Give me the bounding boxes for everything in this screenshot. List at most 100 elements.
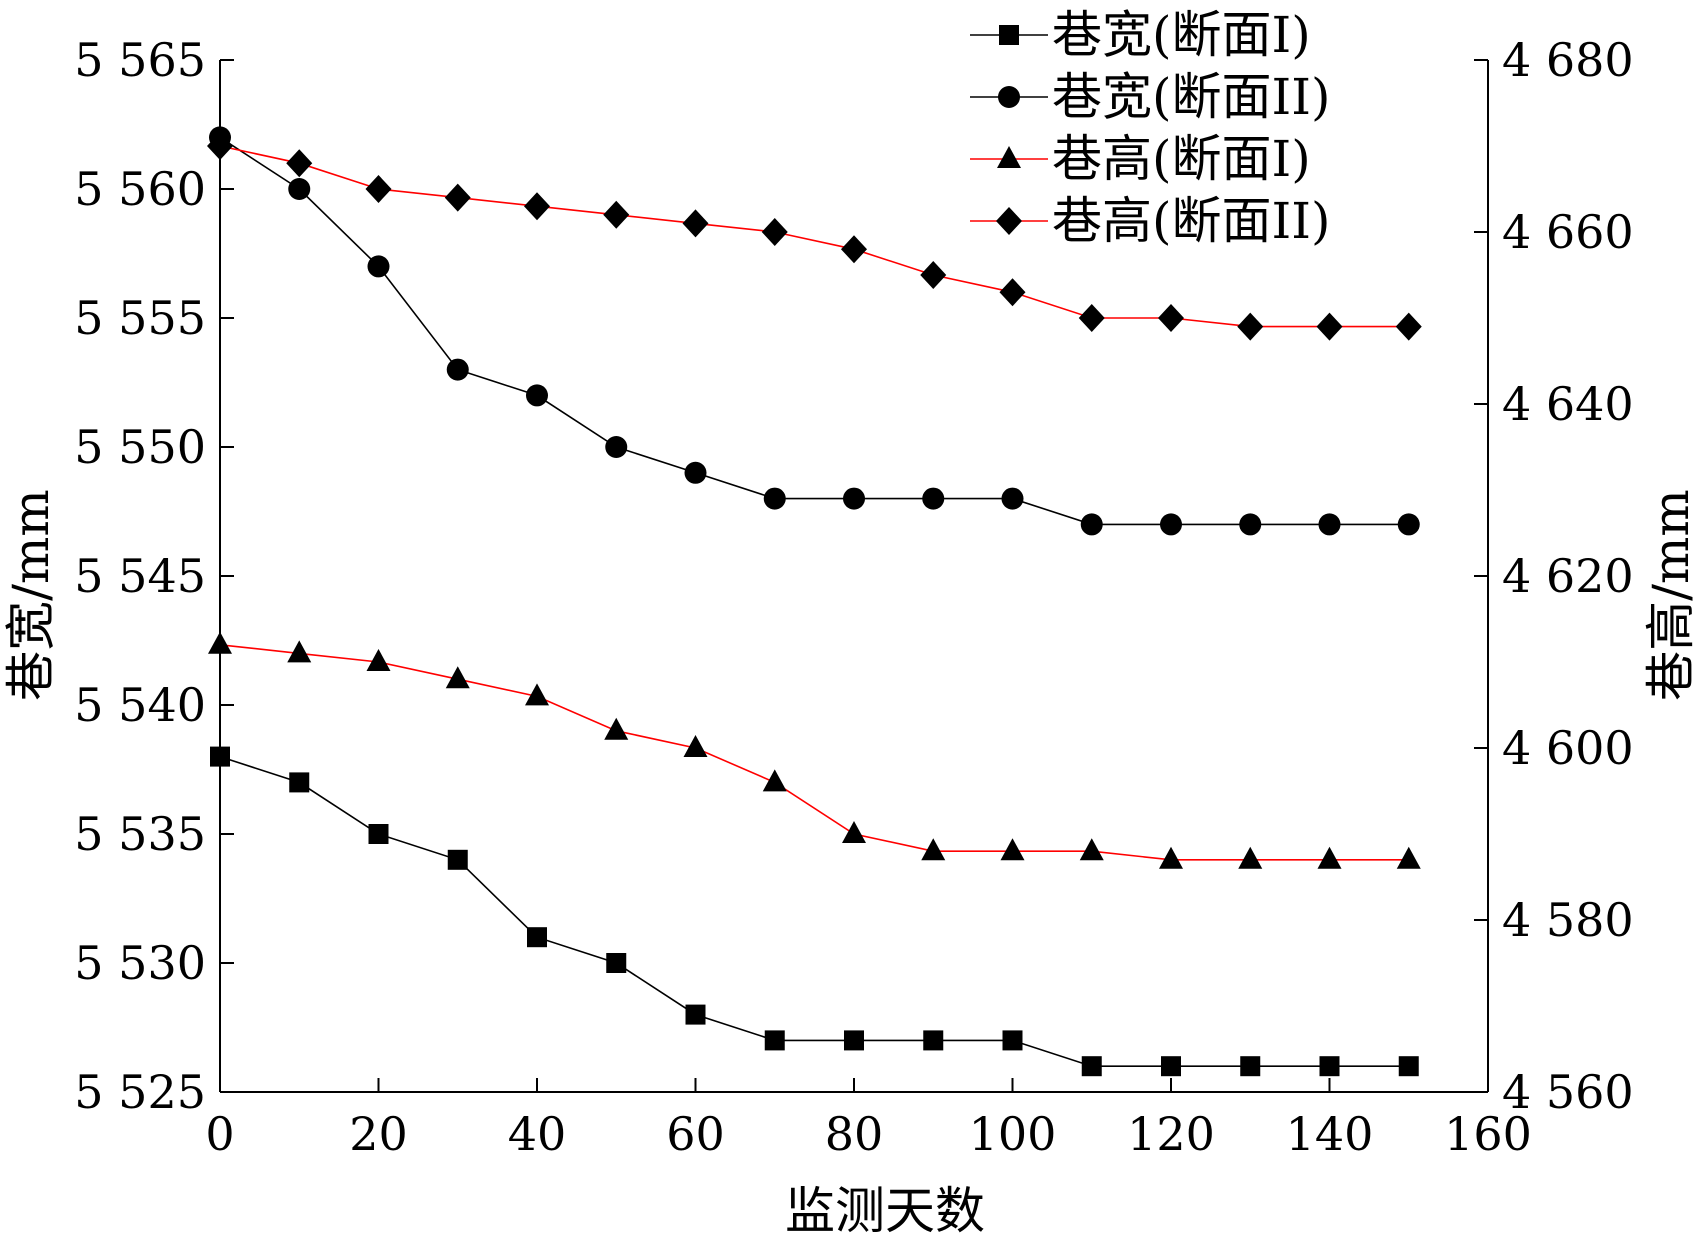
x-tick-label: 40 bbox=[508, 1107, 567, 1161]
data-point bbox=[445, 666, 470, 689]
data-point bbox=[1238, 846, 1263, 869]
y-left-tick-label: 5 555 bbox=[74, 291, 206, 345]
y-left-tick-label: 5 530 bbox=[74, 936, 206, 990]
series-2 bbox=[209, 126, 1420, 536]
y-left-tick-label: 5 550 bbox=[74, 420, 206, 474]
y-axis-right-title: 巷高/mm bbox=[1642, 489, 1700, 701]
data-point bbox=[842, 821, 866, 843]
data-point bbox=[1160, 513, 1182, 536]
data-point bbox=[288, 178, 311, 200]
data-point bbox=[286, 149, 313, 178]
data-point bbox=[1317, 846, 1342, 869]
data-point bbox=[1396, 846, 1421, 869]
data-point bbox=[368, 824, 389, 844]
data-point bbox=[1316, 312, 1343, 341]
y-left-tick-label: 5 545 bbox=[74, 549, 206, 603]
data-point bbox=[606, 953, 627, 973]
data-point bbox=[1319, 1056, 1340, 1077]
legend-marker bbox=[998, 86, 1020, 108]
data-point bbox=[841, 235, 867, 264]
y-left-tick-label: 5 565 bbox=[74, 33, 206, 87]
data-point bbox=[1239, 513, 1262, 536]
data-point bbox=[1081, 1056, 1102, 1077]
data-point bbox=[367, 255, 390, 278]
y-axis-left-title: 巷宽/mm bbox=[2, 489, 60, 701]
x-tick-label: 160 bbox=[1444, 1107, 1532, 1161]
data-point bbox=[923, 1030, 944, 1051]
data-point bbox=[366, 649, 391, 671]
data-point bbox=[683, 735, 708, 757]
data-point bbox=[1397, 513, 1420, 536]
series-3 bbox=[208, 631, 1421, 869]
x-tick-label: 80 bbox=[825, 1107, 884, 1161]
legend: 巷宽(断面I)巷宽(断面II)巷高(断面I)巷高(断面II) bbox=[970, 6, 1331, 250]
data-point bbox=[1318, 513, 1341, 536]
data-point bbox=[603, 200, 630, 229]
y-right-tick-label: 4 680 bbox=[1502, 33, 1634, 87]
data-point bbox=[525, 683, 549, 706]
data-point bbox=[527, 927, 547, 948]
data-point bbox=[1080, 513, 1103, 536]
legend-label: 巷宽(断面I) bbox=[1052, 6, 1311, 64]
y-left-tick-label: 5 540 bbox=[74, 678, 206, 732]
series-4 bbox=[207, 132, 1422, 341]
data-point bbox=[287, 640, 312, 663]
data-point bbox=[524, 192, 550, 221]
legend-marker bbox=[999, 25, 1019, 45]
data-point bbox=[684, 461, 707, 484]
y-left-tick-label: 5 535 bbox=[74, 807, 206, 861]
data-point bbox=[1158, 304, 1184, 332]
data-point bbox=[289, 772, 310, 793]
y-left-tick-label: 5 560 bbox=[74, 162, 206, 216]
x-tick-label: 120 bbox=[1127, 1107, 1215, 1161]
series-line bbox=[219, 644, 1409, 861]
legend-label: 巷高(断面I) bbox=[1052, 130, 1311, 188]
data-point bbox=[1078, 304, 1105, 332]
data-point bbox=[763, 487, 786, 510]
data-point bbox=[1001, 487, 1024, 510]
legend-marker bbox=[997, 146, 1021, 168]
x-tick-label: 20 bbox=[349, 1107, 408, 1161]
axes: 0 20 40 60 80 100 120 140 160 5 525 5 530 5 535 5 54… bbox=[74, 33, 1633, 1161]
data-point bbox=[1398, 1056, 1419, 1077]
y-right-tick-label: 4 560 bbox=[1502, 1065, 1634, 1119]
data-point bbox=[208, 631, 232, 654]
data-point bbox=[682, 209, 709, 238]
data-point bbox=[1395, 312, 1422, 341]
series-line bbox=[219, 755, 1409, 1067]
series-line bbox=[219, 136, 1409, 526]
data-point bbox=[685, 1004, 706, 1025]
data-point bbox=[446, 358, 469, 381]
data-point bbox=[1000, 838, 1025, 861]
data-point bbox=[605, 436, 628, 458]
legend-marker bbox=[996, 207, 1022, 235]
data-point bbox=[1079, 838, 1104, 861]
data-point bbox=[764, 1030, 785, 1051]
x-axis-title: 监测天数 bbox=[785, 1182, 985, 1240]
data-point bbox=[1237, 312, 1264, 341]
y-right-tick-label: 4 600 bbox=[1502, 721, 1634, 775]
data-point bbox=[365, 175, 392, 203]
series-line bbox=[219, 145, 1409, 328]
data-point bbox=[1159, 846, 1183, 869]
x-tick-label: 140 bbox=[1286, 1107, 1374, 1161]
data-point bbox=[999, 278, 1026, 307]
data-point bbox=[444, 183, 471, 212]
data-point bbox=[762, 769, 787, 792]
y-right-tick-label: 4 580 bbox=[1502, 893, 1634, 947]
x-tick-label: 0 bbox=[205, 1107, 234, 1161]
data-point bbox=[210, 746, 230, 767]
data-point bbox=[1240, 1056, 1261, 1077]
legend-label: 巷宽(断面II) bbox=[1052, 68, 1331, 126]
data-point bbox=[920, 261, 947, 289]
data-point bbox=[604, 717, 629, 740]
series-1 bbox=[210, 746, 1419, 1077]
series-layer bbox=[207, 126, 1422, 1077]
data-point bbox=[761, 218, 788, 246]
data-point bbox=[843, 487, 865, 510]
data-point bbox=[207, 132, 233, 160]
data-point bbox=[844, 1030, 864, 1051]
legend-label: 巷高(断面II) bbox=[1052, 192, 1331, 250]
y-right-tick-label: 4 660 bbox=[1502, 205, 1634, 259]
